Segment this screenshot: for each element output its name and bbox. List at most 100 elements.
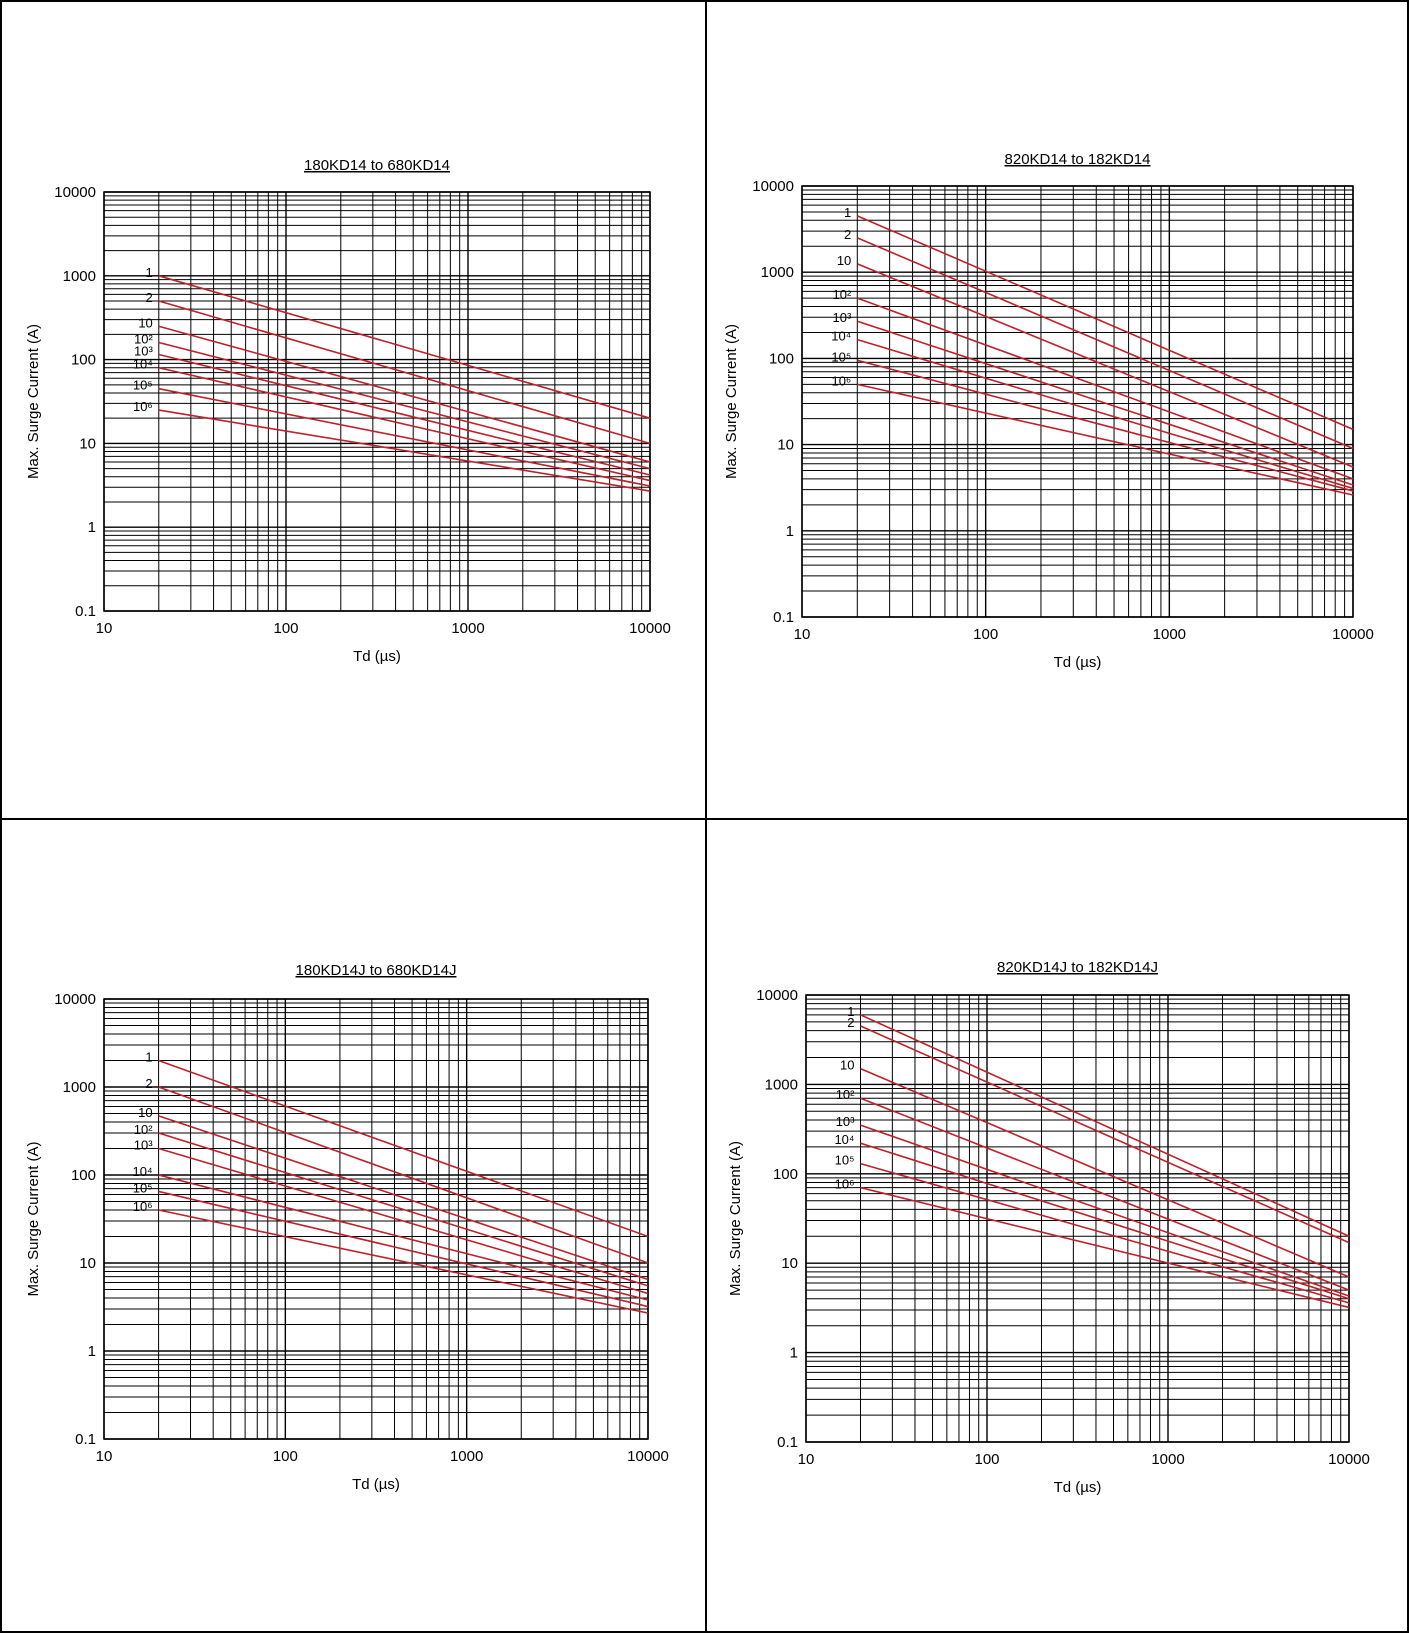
series-line-3 (158, 341, 651, 470)
series-line-6 (857, 359, 1354, 492)
series-label: 10² (832, 287, 851, 302)
x-tick-label: 10 (798, 1451, 815, 1468)
y-tick-label: 0.1 (773, 609, 794, 626)
series-line-6 (860, 1162, 1350, 1304)
x-tick-label: 100 (974, 1451, 999, 1468)
y-tick-label: 100 (769, 350, 794, 367)
series-label: 2 (847, 1015, 854, 1030)
series-line-0 (158, 275, 651, 419)
series-line-7 (857, 383, 1354, 496)
series-line-2 (158, 1115, 649, 1281)
series-line-2 (856, 263, 1354, 468)
y-tick-label: 10 (781, 1255, 798, 1272)
plot-frame (103, 191, 651, 612)
series-line-6 (158, 387, 651, 487)
series-label: 2 (145, 1076, 152, 1091)
y-tick-label: 0.1 (777, 1434, 798, 1451)
x-tick-label: 100 (273, 1448, 298, 1465)
series-label: 10⁴ (834, 1132, 854, 1147)
series-line-4 (158, 353, 651, 476)
series-label: 10³ (134, 1138, 153, 1153)
plot-frame (103, 998, 649, 1440)
x-axis-label: Td (µs) (1054, 654, 1102, 671)
series-label: 10 (138, 315, 152, 330)
series-line-5 (860, 1142, 1350, 1300)
y-tick-label: 10 (79, 1255, 96, 1272)
series-line-2 (860, 1067, 1350, 1278)
plot-frame (805, 994, 1350, 1443)
series-line-4 (860, 1124, 1350, 1297)
y-tick-label: 1 (786, 523, 794, 540)
x-axis-label: Td (µs) (1054, 1479, 1102, 1496)
series-line-7 (158, 409, 651, 492)
y-axis-label: Max. Surge Current (A) (727, 1141, 744, 1296)
y-axis-label: Max. Surge Current (A) (723, 324, 740, 479)
series-line-4 (857, 320, 1354, 486)
y-tick-label: 100 (71, 1167, 96, 1184)
series-line-1 (856, 237, 1354, 450)
series-line-0 (856, 215, 1354, 431)
series-label: 10⁵ (133, 378, 153, 393)
series-line-7 (860, 1186, 1350, 1309)
series-label: 10⁵ (133, 1180, 153, 1195)
series-label: 10³ (832, 310, 851, 325)
x-tick-label: 100 (973, 626, 998, 643)
y-tick-label: 1000 (63, 268, 96, 285)
y-tick-label: 1000 (761, 264, 794, 281)
chart-title: 820KD14 to 182KD14 (1005, 151, 1151, 168)
series-label: 10⁴ (831, 329, 851, 344)
series-line-5 (857, 338, 1354, 490)
series-line-5 (158, 366, 651, 482)
series-label: 10³ (836, 1114, 855, 1129)
plot-frame (801, 185, 1354, 618)
series-label: 10 (138, 1105, 152, 1120)
y-tick-label: 1 (790, 1345, 798, 1362)
y-tick-label: 10000 (756, 987, 798, 1004)
series-line-1 (158, 1086, 649, 1264)
series-label: 2 (844, 227, 851, 242)
x-tick-label: 100 (273, 620, 298, 637)
series-label: 10⁵ (831, 349, 851, 364)
x-tick-label: 10 (96, 620, 113, 637)
y-tick-label: 0.1 (75, 603, 96, 620)
series-line-3 (860, 1097, 1350, 1291)
chart-title: 180KD14J to 680KD14J (296, 962, 457, 979)
chart-panel-820KD14J: 820KD14J to 182KD14J 10 100 1000 10000 0.1 1 10… (727, 959, 1370, 1496)
series-label: 2 (146, 290, 153, 305)
chart-title: 820KD14J to 182KD14J (997, 959, 1158, 976)
series-label: 10⁶ (835, 1177, 855, 1192)
series-line-0 (860, 1014, 1350, 1238)
series-line-6 (158, 1190, 649, 1308)
series-line-1 (158, 300, 651, 445)
chart-panel-180KD14J: 180KD14J to 680KD14J 10 100 1000 10000 0.1 1 10… (25, 962, 669, 1493)
y-axis-label: Max. Surge Current (A) (25, 1141, 42, 1296)
series-label: 10⁶ (133, 399, 153, 414)
x-tick-label: 1000 (1153, 626, 1186, 643)
series-label: 10² (836, 1087, 855, 1102)
series-label: 1 (146, 265, 153, 280)
series-label: 10⁴ (133, 357, 153, 372)
series-label: 10 (837, 253, 851, 268)
series-line-7 (158, 1209, 649, 1314)
series-label: 1 (844, 205, 851, 220)
y-tick-label: 10 (79, 435, 96, 452)
x-axis-label: Td (µs) (352, 1476, 400, 1493)
y-tick-label: 0.1 (75, 1431, 96, 1448)
series-label: 10³ (134, 344, 153, 359)
x-tick-label: 1000 (451, 620, 484, 637)
series-label: 10⁶ (831, 373, 851, 388)
series-label: 10² (134, 1122, 153, 1137)
series-line-4 (158, 1147, 649, 1295)
x-tick-label: 10000 (1332, 626, 1374, 643)
y-tick-label: 1 (88, 519, 96, 536)
x-tick-label: 10000 (627, 1448, 669, 1465)
y-tick-label: 100 (71, 352, 96, 369)
chart-panel-820KD14: 820KD14 to 182KD14 10 100 1000 10000 0.1 1 10 10… (723, 151, 1374, 671)
series-line-1 (860, 1025, 1350, 1244)
x-tick-label: 10 (794, 626, 811, 643)
y-tick-label: 10000 (752, 178, 794, 195)
series-label: 10² (134, 331, 153, 346)
